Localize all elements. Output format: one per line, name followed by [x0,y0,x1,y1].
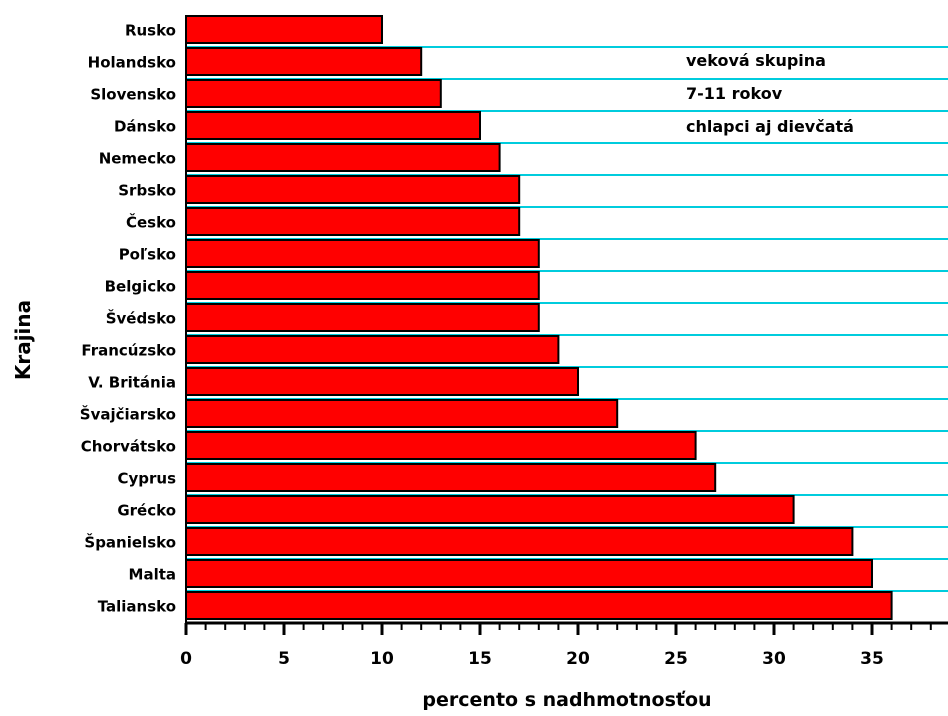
y-tick-label: Španielsko [84,533,176,552]
y-tick-label: Francúzsko [81,342,176,360]
bar-1 [185,15,383,44]
bar-13 [185,399,619,428]
y-tick-label: Holandsko [88,54,176,72]
y-tick-label: Srbsko [118,182,176,200]
y-tick-label: Nemecko [99,150,176,168]
x-tick-label: 0 [180,649,192,669]
bars [185,15,893,620]
bar-8 [185,239,540,268]
bar-15 [185,463,717,492]
annotation-line-1: veková skupina [686,51,826,70]
y-tick-label: Slovensko [90,86,176,104]
bar-11 [185,335,560,364]
x-tick-label: 25 [664,649,688,669]
bar-10 [185,303,540,332]
y-tick-label: Poľsko [119,246,176,264]
bar-18 [185,559,873,588]
bar-17 [185,527,854,556]
y-tick-label: Taliansko [98,598,176,616]
y-tick-label: Chorvátsko [81,438,176,456]
x-tick-label: 20 [566,649,590,669]
y-tick-label: Malta [129,566,176,584]
x-tick-label: 15 [468,649,492,669]
bar-19 [185,591,893,620]
y-tick-label: Švédsko [106,309,176,328]
x-tick-label: 35 [860,649,884,669]
bar-4 [185,111,481,140]
x-tick-labels: 0 5 10 15 20 25 30 35 [180,649,884,669]
y-tick-label: Česko [126,213,176,232]
y-tick-label: Grécko [117,502,176,520]
bar-16 [185,495,795,524]
annotation: veková skupina 7-11 rokov chlapci aj die… [686,51,854,136]
bar-3 [185,79,442,108]
y-tick-label: V. Británia [88,374,176,392]
y-tick-label: Dánsko [114,118,176,136]
annotation-line-2: 7-11 rokov [686,84,783,103]
y-tick-label: Rusko [125,22,176,40]
bar-9 [185,271,540,300]
x-tick-label: 10 [370,649,394,669]
y-tick-label: Belgicko [105,278,176,296]
x-tick-label: 30 [762,649,786,669]
y-tick-label: Cyprus [117,470,176,488]
bar-7 [185,207,521,236]
x-axis [184,15,948,635]
bar-12 [185,367,579,396]
y-axis-title: Krajina [11,300,35,380]
x-axis-title: percento s nadhmotnosťou [422,689,711,711]
x-tick-label: 5 [278,649,290,669]
annotation-line-3: chlapci aj dievčatá [686,117,854,136]
y-tick-label: Švajčiarsko [80,405,176,424]
bar-14 [185,431,697,460]
y-tick-labels: Rusko Holandsko Slovensko Dánsko Nemecko Srbs… [80,22,176,616]
bar-6 [185,175,521,204]
bar-5 [185,143,501,172]
bar-2 [185,47,423,76]
